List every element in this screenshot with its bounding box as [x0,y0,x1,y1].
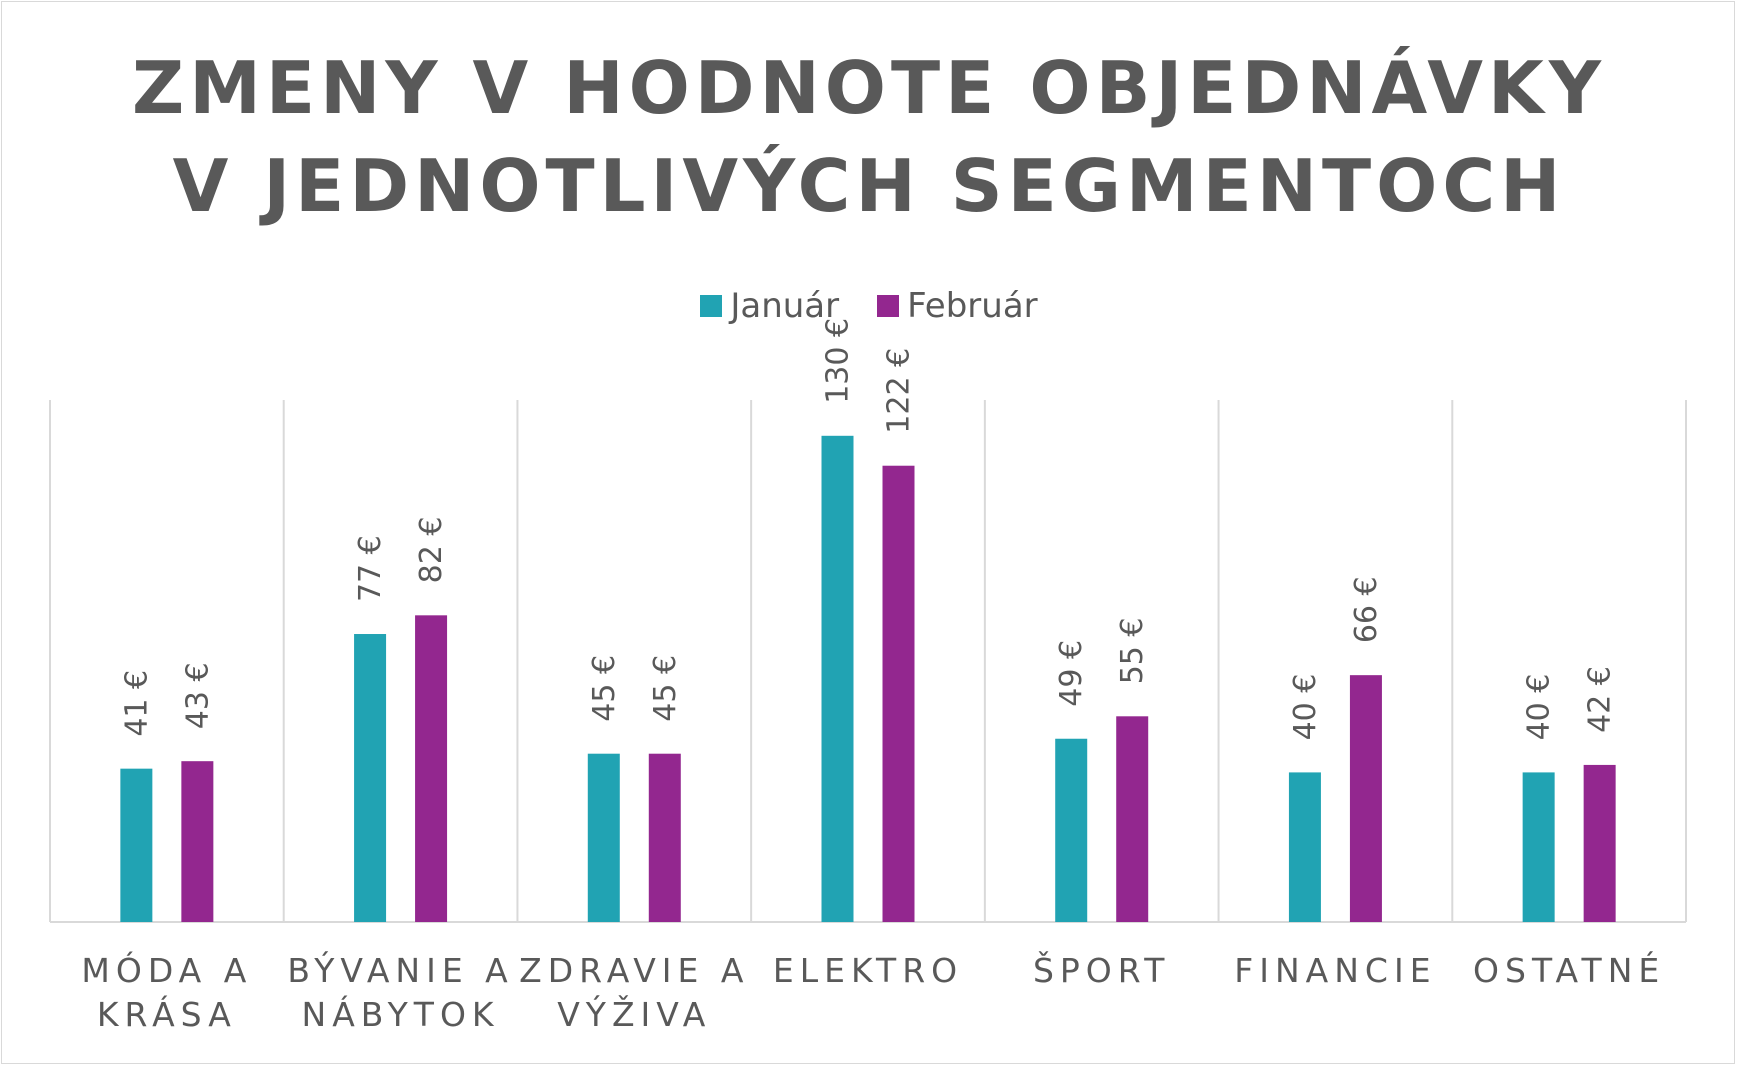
bar-january [354,634,387,922]
bar-january [1522,772,1555,922]
data-label: 130 € [821,318,856,404]
chart-title-line-2: V JEDNOTLIVÝCH SEGMENTOCH [172,143,1566,228]
legend-swatch-january [700,295,723,317]
data-label: 45 € [648,655,683,722]
legend-label-february: Február [907,286,1038,326]
category-label: ŠPORT [1033,950,1171,990]
category-label: OSTATNÉ [1473,950,1665,990]
bar-january [120,768,153,922]
category-label: KRÁSA [97,994,237,1034]
legend-label-january: Január [730,286,840,326]
bar-january [587,753,620,922]
category-label: FINANCIE [1234,951,1436,990]
category-label: MÓDA A [81,950,252,990]
bar-february [415,615,448,922]
data-label: 40 € [1288,674,1323,741]
bar-february [1116,716,1149,922]
data-label: 82 € [414,517,449,584]
chart-title: ZMENY V HODNOTE OBJEDNÁVKY V JEDNOTLIVÝC… [0,40,1738,236]
data-label: 40 € [1522,674,1557,741]
category-label: BÝVANIE A [287,950,513,990]
bar-january [821,435,854,922]
chart-title-line-1: ZMENY V HODNOTE OBJEDNÁVKY [132,46,1606,130]
bar-february [1583,764,1616,922]
data-label: 41 € [119,670,154,737]
data-label: 43 € [180,662,215,729]
bar-january [1288,772,1321,922]
bar-february [181,761,214,922]
category-label: NÁBYTOK [302,994,500,1034]
bar-february [882,465,915,922]
bar-january [1055,738,1088,922]
data-label: 49 € [1054,640,1089,707]
legend-item-february: Február [877,286,1038,326]
chart-legend: Január Február [0,286,1738,326]
bar-february [1349,675,1382,922]
bar-february [648,753,681,922]
data-label: 122 € [882,348,917,434]
data-label: 66 € [1349,576,1384,643]
category-label: ZDRAVIE A [519,951,749,990]
data-label: 42 € [1583,666,1618,733]
data-label: 55 € [1115,618,1150,685]
data-label: 77 € [353,535,388,602]
category-label: VÝŽIVA [557,994,711,1034]
legend-item-january: Január [700,286,839,326]
legend-swatch-february [877,295,900,317]
data-label: 45 € [587,655,622,722]
category-label: ELEKTRO [773,951,963,990]
